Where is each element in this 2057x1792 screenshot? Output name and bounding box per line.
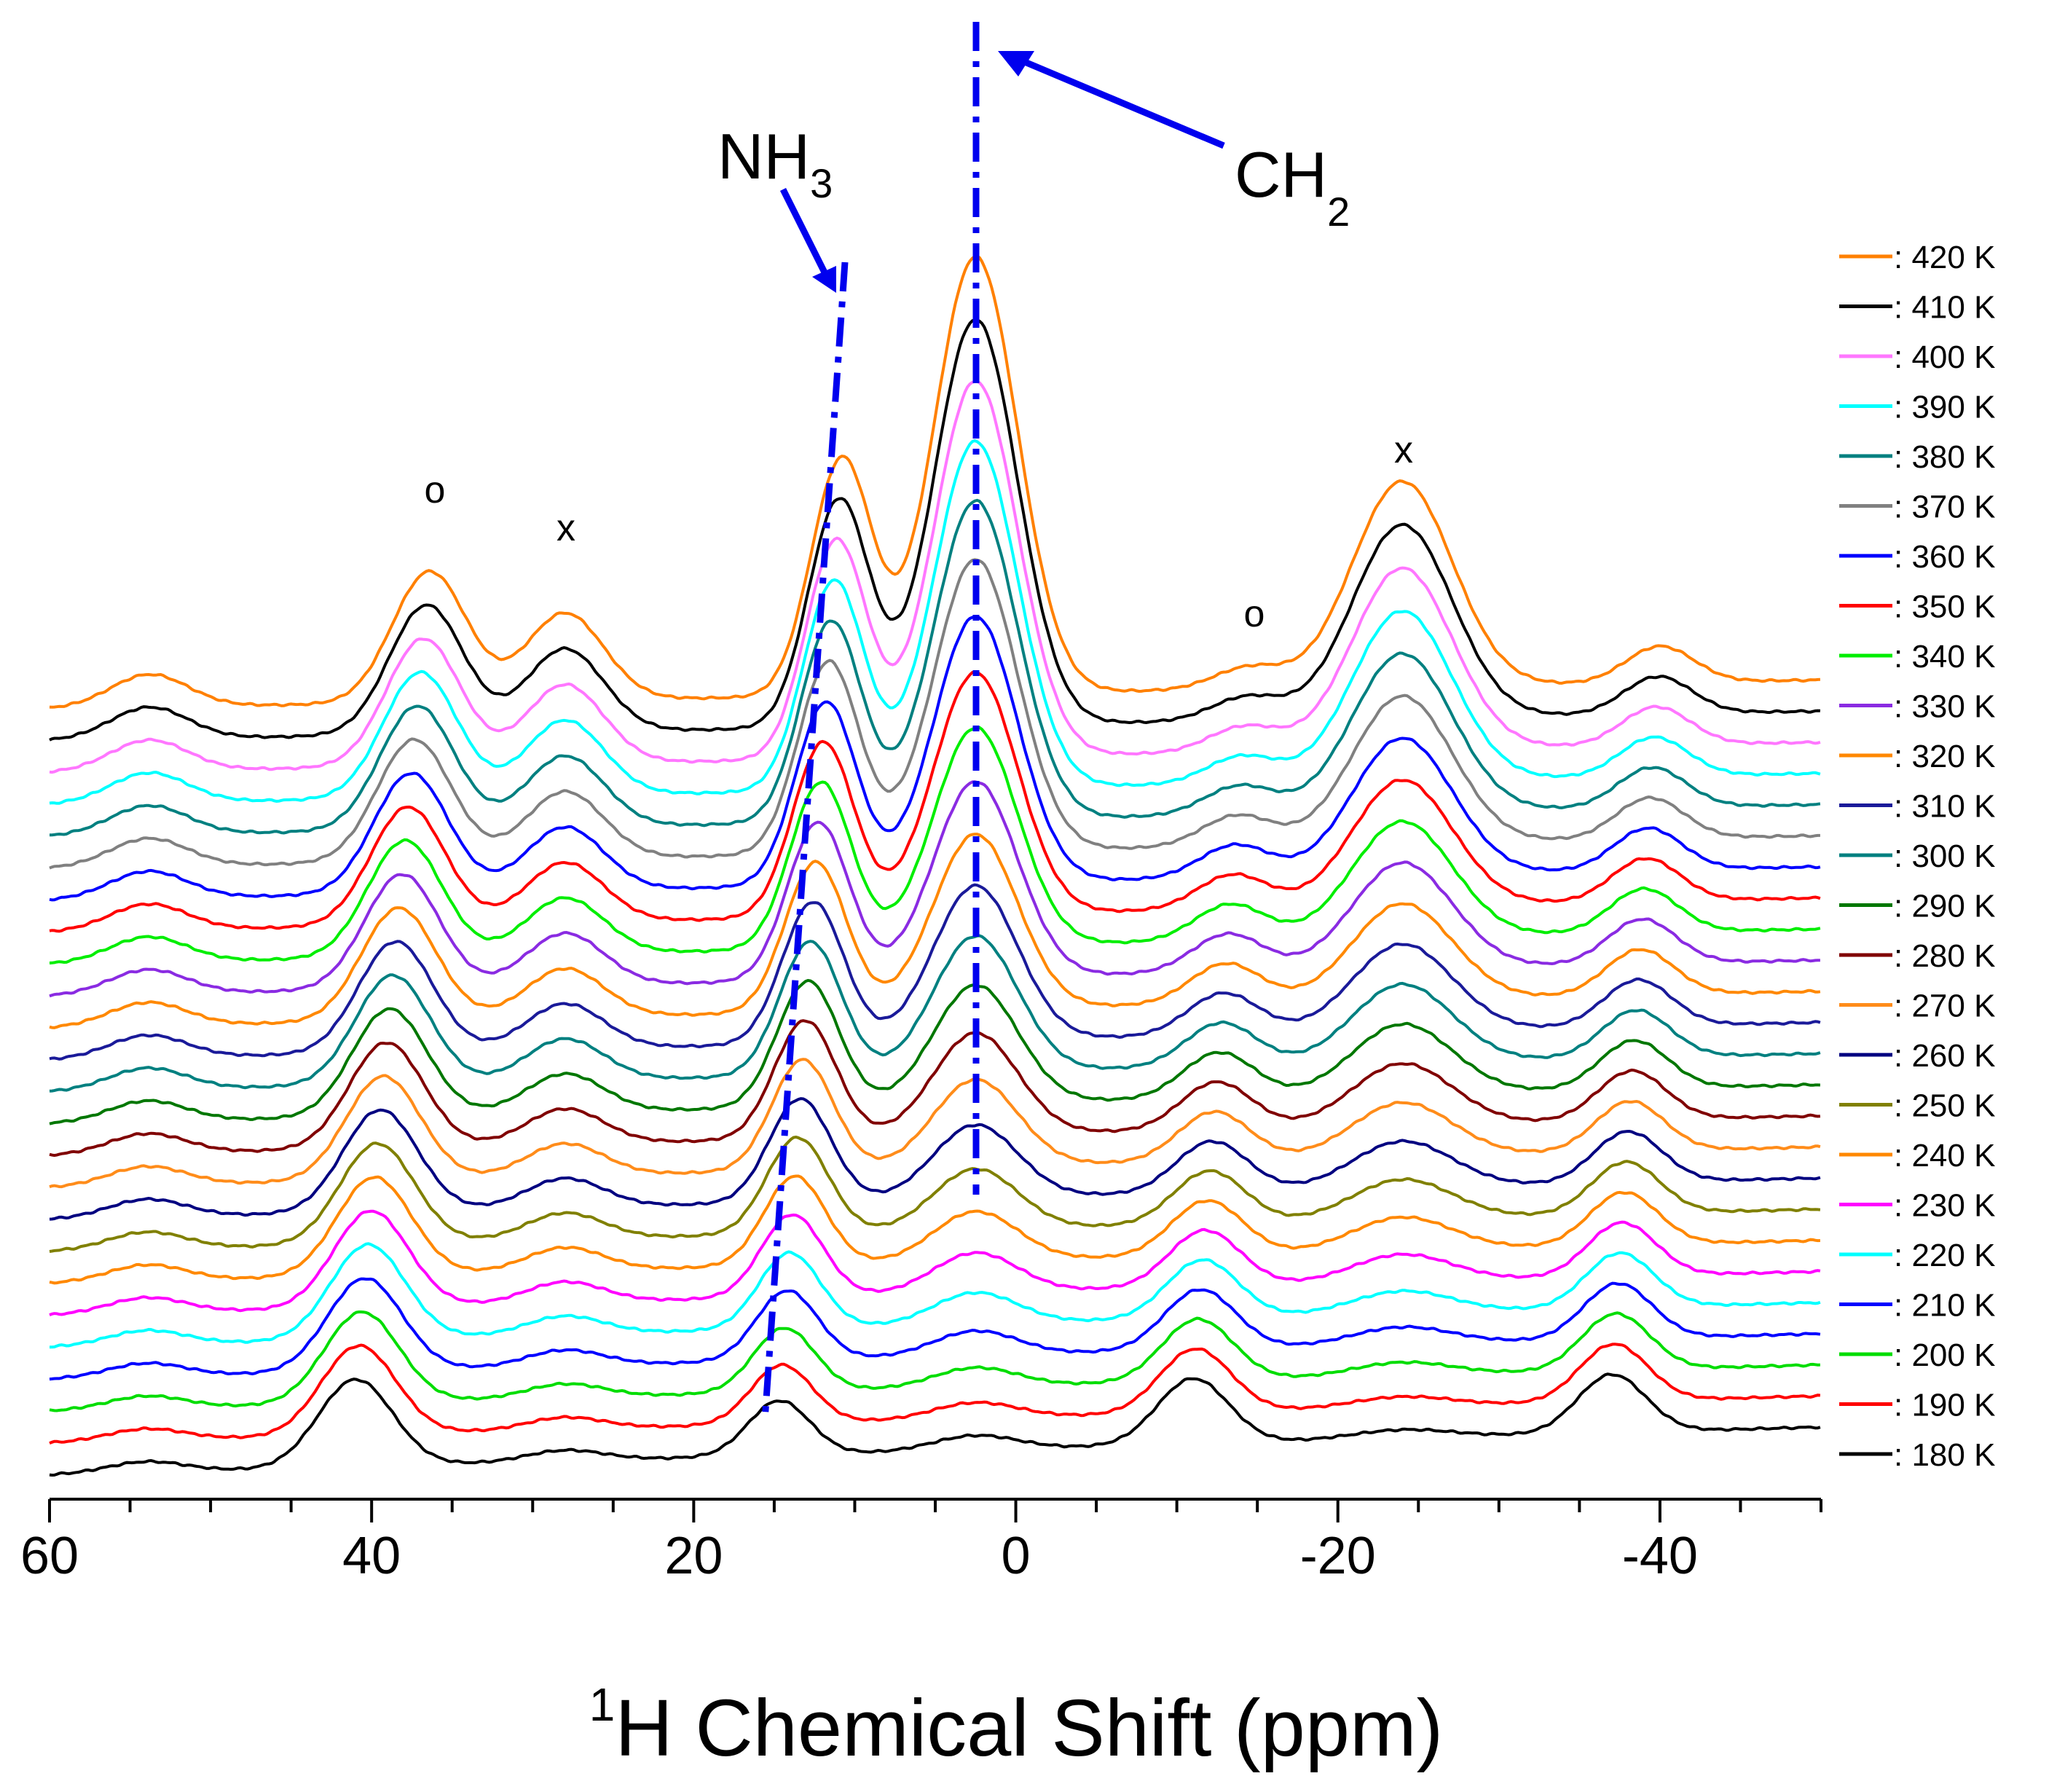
series-line-310k: [49, 883, 1821, 1061]
series-line-270k: [49, 1058, 1821, 1189]
series-line-380k: [50, 498, 1821, 837]
legend: : 180 K : 190 K : 200 K : 210 K : 220 K : 230…: [1839, 240, 1995, 1473]
nh3-guide-line: [761, 262, 849, 1421]
legend-label: : 260 K: [1894, 1038, 1995, 1074]
series-line-360k: [49, 615, 1821, 902]
legend-label: : 230 K: [1894, 1188, 1995, 1224]
series-line-410k: [49, 318, 1821, 742]
legend-label: : 340 K: [1894, 639, 1995, 675]
series-line-320k: [49, 833, 1821, 1029]
series-line-220k: [49, 1242, 1821, 1349]
legend-label: : 300 K: [1894, 838, 1995, 874]
x-tick-label: 60: [20, 1527, 79, 1585]
legend-label: : 200 K: [1894, 1337, 1995, 1373]
series-line-340k: [49, 726, 1821, 964]
series-line-390k: [49, 439, 1821, 805]
series-line-260k: [49, 1097, 1821, 1221]
legend-label: : 270 K: [1894, 989, 1995, 1024]
series-line-370k: [49, 558, 1820, 870]
legend-label: : 290 K: [1894, 889, 1995, 924]
legend-label: : 280 K: [1894, 938, 1995, 974]
legend-label: : 410 K: [1894, 290, 1995, 326]
series-line-420k: [49, 254, 1820, 709]
x-tick-label: -20: [1300, 1527, 1376, 1585]
series-line-240k: [49, 1174, 1820, 1285]
legend-label: : 220 K: [1894, 1238, 1995, 1273]
series-line-190k: [49, 1343, 1821, 1445]
legend-label: : 380 K: [1894, 439, 1995, 475]
legend-label: : 350 K: [1894, 589, 1995, 625]
x-tick-label: -40: [1622, 1527, 1698, 1585]
x-tick-label: 20: [664, 1527, 723, 1585]
legend-label: : 210 K: [1894, 1288, 1995, 1324]
series-line-290k: [49, 978, 1820, 1125]
series-line-350k: [49, 670, 1821, 933]
legend-label: : 360 K: [1894, 539, 1995, 575]
series-line-280k: [49, 1019, 1821, 1158]
legend-label: : 370 K: [1894, 490, 1995, 525]
legend-label: : 400 K: [1894, 339, 1995, 375]
series-line-180k: [49, 1372, 1821, 1477]
peak-mark-x-right: x: [1394, 429, 1413, 471]
legend-label: : 310 K: [1894, 789, 1995, 825]
nh3-arrow-head: [812, 266, 836, 293]
legend-label: : 180 K: [1894, 1437, 1995, 1473]
annotations: NH3 CH2 o x o x: [425, 120, 1413, 635]
x-tick-label: 40: [342, 1527, 401, 1585]
series-line-250k: [49, 1135, 1821, 1253]
legend-label: : 320 K: [1894, 739, 1995, 774]
nh3-arrow-shaft: [779, 187, 830, 279]
spectra-group: [49, 254, 1821, 1477]
series-line-300k: [49, 934, 1821, 1093]
series-line-210k: [49, 1277, 1821, 1381]
legend-label: : 240 K: [1894, 1138, 1995, 1174]
peak-mark-o-left: o: [425, 469, 446, 511]
x-tick-label: 0: [1002, 1527, 1031, 1585]
series-line-330k: [49, 780, 1820, 998]
x-axis-label: 1H Chemical Shift (ppm): [589, 1678, 1444, 1773]
nh3-label: NH3: [717, 120, 833, 206]
ch2-label: CH2: [1235, 138, 1350, 235]
series-line-230k: [49, 1209, 1821, 1316]
ch2-arrow-shaft: [1015, 55, 1225, 149]
legend-label: : 190 K: [1894, 1388, 1995, 1423]
series-line-400k: [49, 380, 1821, 774]
ch2-arrow-head: [998, 51, 1034, 76]
legend-label: : 390 K: [1894, 390, 1995, 425]
legend-label: : 330 K: [1894, 689, 1995, 725]
peak-mark-x-left: x: [556, 507, 575, 549]
x-axis: 60 40 20 0 -20 -40: [20, 1498, 1822, 1585]
legend-label: : 420 K: [1894, 240, 1995, 275]
series-line-200k: [49, 1310, 1820, 1412]
peak-mark-o-right: o: [1244, 593, 1265, 635]
legend-label: : 250 K: [1894, 1088, 1995, 1124]
guide-lines: [761, 22, 1225, 1421]
